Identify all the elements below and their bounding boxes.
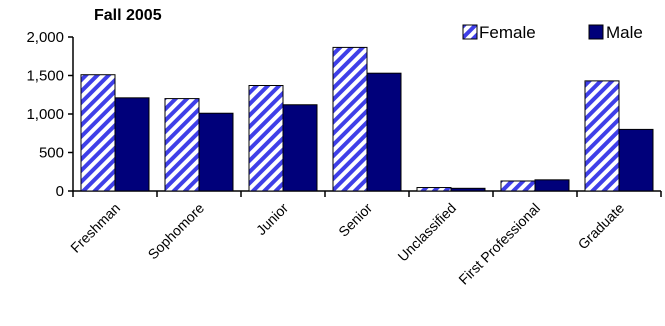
bar-female-unclassified — [416, 187, 452, 192]
legend-swatch-female — [462, 24, 478, 40]
bar-female-graduate — [584, 80, 620, 192]
legend-swatch-male — [588, 24, 604, 40]
legend-label-male: Male — [606, 23, 643, 42]
y-tick-label: 2,000 — [26, 29, 64, 46]
bar-male-freshman — [114, 97, 150, 192]
bar-male-sophomore — [198, 112, 234, 192]
bar-male-junior — [282, 104, 318, 192]
legend-label-female: Female — [479, 23, 536, 42]
bar-female-senior — [332, 46, 368, 192]
y-tick-label: 1,000 — [26, 106, 64, 123]
bar-male-senior — [366, 72, 402, 192]
x-category-label: Freshman — [67, 200, 123, 256]
x-category-label: Junior — [253, 200, 292, 239]
bars — [80, 46, 654, 192]
y-tick-label: 0 — [56, 183, 64, 200]
y-tick-label: 500 — [39, 145, 64, 162]
bar-female-first-professional — [500, 180, 536, 192]
x-category-label: Sophomore — [145, 200, 208, 263]
bar-female-junior — [248, 85, 284, 192]
category-labels: Freshman Sophomore Junior Senior Unclassifie… — [67, 200, 627, 288]
legend: Female Male — [462, 23, 643, 42]
x-category-label: First Professional — [455, 200, 543, 288]
x-category-label: Senior — [335, 200, 375, 240]
bar-male-unclassified — [450, 187, 486, 192]
bar-male-graduate — [618, 128, 654, 192]
y-tick-label: 1,500 — [26, 68, 64, 85]
x-category-label: Graduate — [575, 200, 628, 253]
bar-male-first-professional — [534, 179, 570, 192]
chart-title: Fall 2005 — [94, 7, 162, 24]
bar-female-sophomore — [164, 98, 200, 192]
bar-female-freshman — [80, 74, 116, 192]
x-category-label: Unclassified — [394, 200, 459, 265]
